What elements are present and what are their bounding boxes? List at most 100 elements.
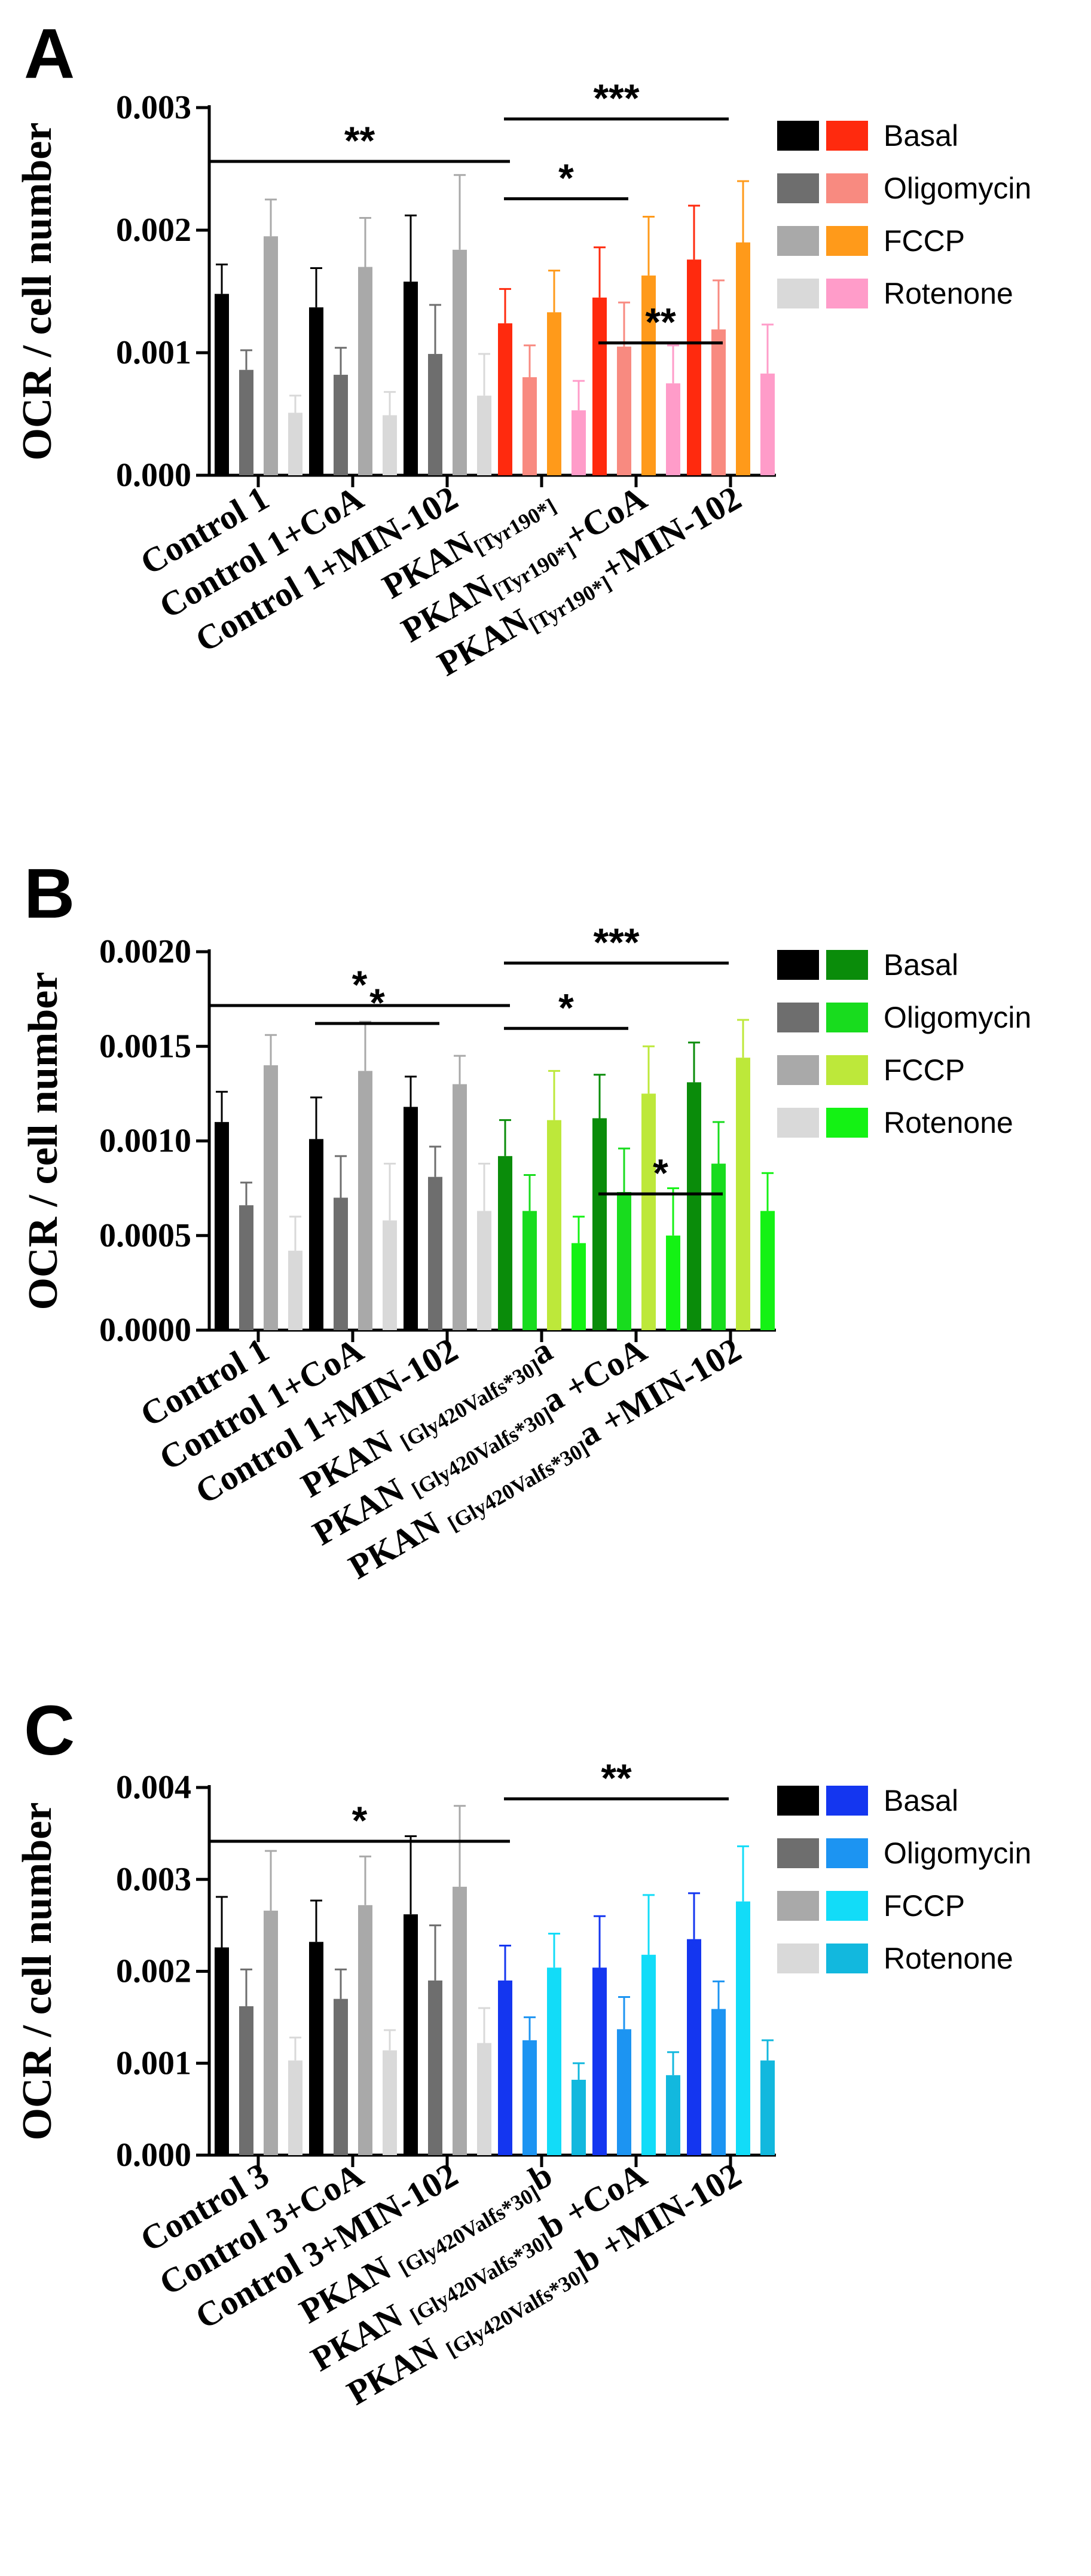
- bar-rotenone: [666, 2075, 680, 2155]
- bar-oligomycin: [522, 2040, 537, 2155]
- y-tick-label: 0.002: [116, 1953, 191, 1990]
- y-tick-label: 0.000: [116, 457, 191, 494]
- bar-fccp: [736, 1901, 750, 2155]
- bar-basal: [309, 307, 323, 475]
- bar-basal: [404, 282, 418, 475]
- bar-basal: [498, 323, 512, 475]
- bar-fccp: [547, 1967, 561, 2155]
- y-tick-label: 0.001: [116, 2045, 191, 2082]
- y-tick-label: 0.000: [116, 2137, 191, 2174]
- y-axis-label: OCR / cell number: [14, 123, 60, 461]
- bar-rotenone: [572, 1243, 586, 1330]
- bar-fccp: [547, 312, 561, 475]
- y-tick-label: 0.0015: [99, 1028, 191, 1065]
- legend-label: Oligomycin: [884, 172, 1031, 205]
- bar-basal: [687, 1939, 701, 2155]
- y-tick-label: 0.001: [116, 334, 191, 371]
- legend-swatch-patient: [826, 279, 868, 308]
- significance-stars: *: [352, 962, 368, 1007]
- bar-basal: [498, 1980, 512, 2155]
- bar-rotenone: [760, 373, 775, 475]
- panel-letter: A: [24, 14, 75, 93]
- bar-basal: [215, 1122, 229, 1330]
- bar-oligomycin: [617, 346, 631, 475]
- bar-fccp: [264, 236, 278, 475]
- legend-swatch-patient: [826, 1055, 868, 1085]
- y-tick-label: 0.003: [116, 89, 191, 126]
- chart-panel-c: C OCR / cell number 0.000 0.001 0.002 0.003 0.…: [14, 1691, 1031, 2413]
- bar-basal: [215, 1947, 229, 2155]
- bar-rotenone: [572, 2079, 586, 2155]
- legend-swatch-patient: [826, 1891, 868, 1921]
- y-tick-label: 0.0005: [99, 1217, 191, 1254]
- significance-stars: ***: [593, 920, 639, 964]
- bar-basal: [687, 1082, 701, 1330]
- bar-rotenone: [666, 383, 680, 475]
- bar-rotenone: [760, 1211, 775, 1330]
- legend-swatch-patient: [826, 1838, 868, 1868]
- bar-oligomycin: [334, 1999, 348, 2155]
- bar-basal: [215, 294, 229, 475]
- bar-rotenone: [572, 410, 586, 475]
- bar-basal: [309, 1139, 323, 1330]
- bar-fccp: [736, 242, 750, 475]
- bar-oligomycin: [617, 2029, 631, 2155]
- bar-oligomycin: [428, 1980, 442, 2155]
- bar-oligomycin: [239, 1205, 253, 1330]
- legend-swatch-control: [777, 1944, 819, 1973]
- legend-swatch-patient: [826, 1944, 868, 1973]
- bar-oligomycin: [334, 374, 348, 475]
- legend-swatch-patient: [826, 1786, 868, 1816]
- bar-basal: [498, 1156, 512, 1330]
- bar-oligomycin: [711, 2009, 726, 2155]
- y-tick-label: 0.004: [116, 1769, 191, 1806]
- bar-fccp: [453, 1887, 467, 2155]
- legend-label: Basal: [884, 1784, 958, 1817]
- significance-stars: *: [369, 980, 385, 1025]
- bar-rotenone: [383, 1220, 397, 1330]
- legend-label: Basal: [884, 119, 958, 152]
- legend-swatch-patient: [826, 226, 868, 256]
- bar-oligomycin: [239, 369, 253, 475]
- legend-label: FCCP: [884, 224, 965, 258]
- legend-label: Basal: [884, 948, 958, 982]
- bar-fccp: [358, 267, 372, 475]
- legend-label: Oligomycin: [884, 1836, 1031, 1870]
- bar-oligomycin: [522, 377, 537, 475]
- legend-swatch-patient: [826, 1108, 868, 1138]
- bar-basal: [404, 1107, 418, 1330]
- bar-oligomycin: [522, 1211, 537, 1330]
- y-tick-label: 0.003: [116, 1861, 191, 1898]
- legend-swatch-patient: [826, 950, 868, 980]
- legend-label: Oligomycin: [884, 1001, 1031, 1034]
- bar-basal: [592, 1118, 607, 1330]
- significance-stars: **: [601, 1756, 632, 1800]
- significance-stars: *: [653, 1151, 668, 1195]
- legend-swatch-control: [777, 173, 819, 203]
- bar-fccp: [641, 1093, 656, 1330]
- bar-rotenone: [477, 2043, 491, 2155]
- y-tick-label: 0.0020: [99, 933, 191, 970]
- y-tick-label: 0.0010: [99, 1123, 191, 1160]
- bar-basal: [404, 1914, 418, 2155]
- bar-rotenone: [666, 1235, 680, 1330]
- bar-fccp: [453, 249, 467, 475]
- bar-fccp: [547, 1120, 561, 1330]
- significance-stars: *: [352, 1798, 368, 1842]
- bar-rotenone: [288, 2060, 302, 2155]
- bar-fccp: [358, 1071, 372, 1330]
- bar-oligomycin: [334, 1197, 348, 1330]
- significance-stars: ***: [593, 76, 639, 120]
- legend-swatch-control: [777, 279, 819, 308]
- bar-oligomycin: [711, 1163, 726, 1330]
- bar-oligomycin: [428, 1177, 442, 1330]
- legend-swatch-control: [777, 950, 819, 980]
- significance-stars: **: [344, 118, 375, 163]
- panel-letter: C: [24, 1691, 75, 1770]
- bar-fccp: [641, 275, 656, 475]
- bar-rotenone: [288, 412, 302, 475]
- y-axis-label: OCR / cell number: [14, 1802, 60, 2141]
- legend-label: Rotenone: [884, 1942, 1013, 1975]
